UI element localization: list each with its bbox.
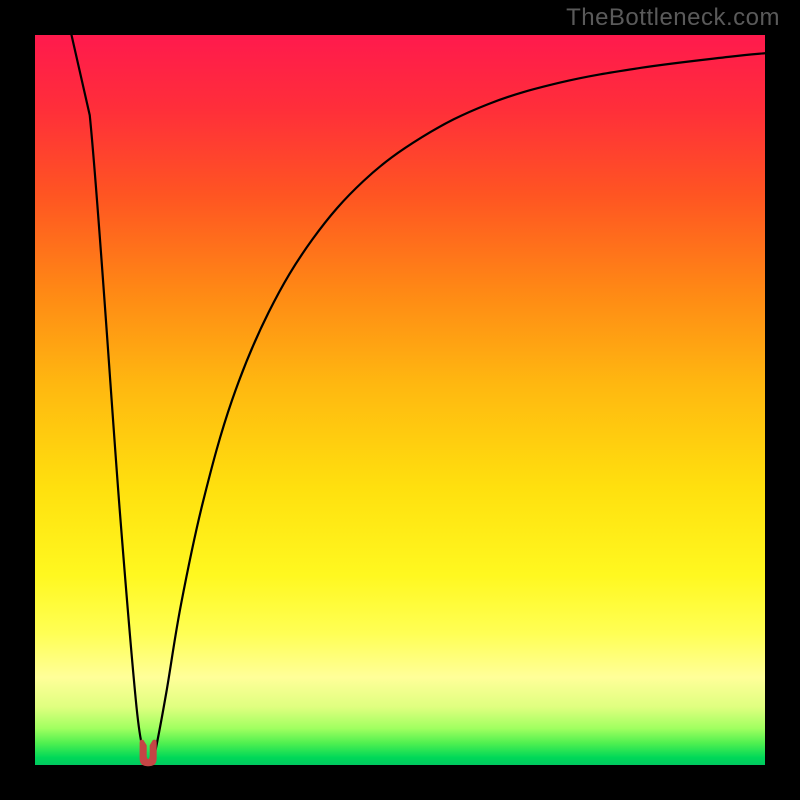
- watermark-text: TheBottleneck.com: [566, 4, 780, 32]
- chart-svg: [0, 0, 800, 800]
- bottleneck-chart: TheBottleneck.com: [0, 0, 800, 800]
- chart-plot-area: [35, 35, 765, 765]
